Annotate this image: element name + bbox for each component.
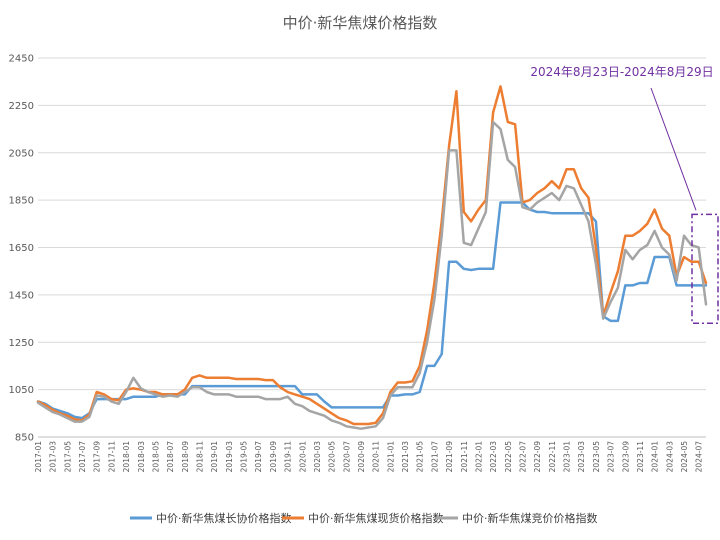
x-tick-label: 2017-01: [34, 441, 43, 473]
x-tick-label: 2022-11: [548, 441, 557, 473]
x-tick-label: 2023-05: [592, 441, 601, 473]
x-tick-label: 2023-11: [636, 441, 645, 473]
x-tick-label: 2021-05: [416, 441, 425, 473]
x-tick-label: 2020-11: [372, 441, 381, 473]
x-tick-label: 2021-03: [401, 441, 410, 473]
y-tick-label: 1250: [9, 338, 34, 349]
x-tick-label: 2023-09: [621, 441, 630, 473]
series-line-3: [36, 120, 708, 430]
x-tick-label: 2023-03: [577, 441, 586, 473]
x-tick-label: 2023-01: [563, 441, 572, 473]
y-tick-label: 1050: [9, 385, 34, 396]
x-tick-label: 2020-03: [313, 441, 322, 473]
x-tick-label: 2020-07: [342, 441, 351, 473]
x-tick-label: 2020-01: [298, 441, 307, 473]
x-tick-label: 2020-09: [357, 441, 366, 473]
x-tick-label: 2024-07: [695, 441, 704, 473]
y-tick-label: 2250: [9, 101, 34, 112]
annotation-pointer-line: [650, 87, 697, 211]
x-tick-label: 2017-05: [63, 441, 72, 473]
x-tick-label: 2018-07: [166, 441, 175, 473]
series-line-1: [36, 201, 708, 420]
x-tick-label: 2019-11: [284, 441, 293, 473]
legend: 中价·新华焦煤长协价格指数 中价·新华焦煤现货价格指数 中价·新华焦煤竞价价格指数: [130, 511, 598, 525]
annotation-group: 2024年8月23日-2024年8月29日: [530, 65, 719, 325]
x-tick-label: 2017-03: [49, 441, 58, 473]
x-tick-label: 2019-07: [254, 441, 263, 473]
x-tick-label: 2017-09: [93, 441, 102, 473]
x-tick-label: 2024-05: [680, 441, 689, 473]
x-tick-label: 2018-09: [181, 441, 190, 473]
x-tick-label: 2022-03: [489, 441, 498, 473]
y-tick-label: 850: [15, 433, 34, 444]
annotation-date-range: 2024年8月23日-2024年8月29日: [530, 65, 713, 79]
x-tick-label: 2019-09: [269, 441, 278, 473]
y-tick-label: 2050: [9, 148, 34, 159]
x-tick-label: 2019-05: [240, 441, 249, 473]
x-tick-label: 2018-11: [195, 441, 204, 473]
x-tick-label: 2018-05: [151, 441, 160, 473]
x-tick-label: 2022-05: [504, 441, 513, 473]
x-tick-label: 2022-07: [518, 441, 527, 473]
x-tick-label: 2022-01: [474, 441, 483, 473]
x-tick-label: 2017-11: [107, 441, 116, 473]
x-tick-label: 2024-03: [665, 441, 674, 473]
y-tick-label: 1450: [9, 290, 34, 301]
annotation-highlight-box: [691, 213, 719, 325]
y-tick-label: 2450: [9, 54, 34, 65]
legend-label-2: 中价·新华焦煤现货价格指数: [308, 511, 444, 525]
chart-title: 中价·新华焦煤价格指数: [283, 14, 438, 32]
x-tick-label: 2024-01: [651, 441, 660, 473]
y-tick-label: 1850: [9, 196, 34, 207]
x-tick-label: 2021-01: [386, 441, 395, 473]
y-tick-label: 1650: [9, 243, 34, 254]
legend-label-1: 中价·新华焦煤长协价格指数: [156, 511, 292, 525]
x-tick-label: 2020-05: [328, 441, 337, 473]
x-tick-label: 2021-07: [430, 441, 439, 473]
x-tick-label: 2018-03: [137, 441, 146, 473]
y-axis: 850 1050 1250 1450 1650 1850 2050 2250 2450: [9, 54, 34, 444]
x-tick-label: 2019-01: [210, 441, 219, 473]
plot-area: [36, 85, 708, 430]
x-tick-label: 2018-01: [122, 441, 131, 473]
x-tick-label: 2023-07: [607, 441, 616, 473]
x-tick-label: 2022-09: [533, 441, 542, 473]
x-tick-label: 2021-11: [460, 441, 469, 473]
x-tick-label: 2017-07: [78, 441, 87, 473]
x-axis: 2017-01 2017-03 2017-05 2017-07 2017-09 2017-…: [34, 436, 706, 473]
x-tick-label: 2021-09: [445, 441, 454, 473]
legend-label-3: 中价·新华焦煤竞价价格指数: [462, 511, 598, 525]
x-tick-label: 2019-03: [225, 441, 234, 473]
